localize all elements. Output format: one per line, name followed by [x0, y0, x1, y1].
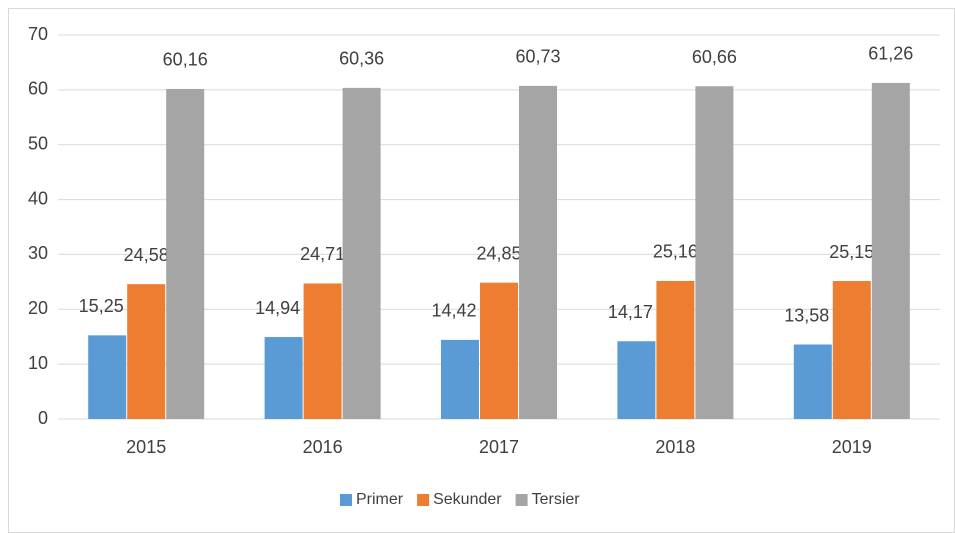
x-tick-label: 2018 — [655, 437, 695, 457]
chart-frame — [8, 8, 955, 533]
data-label: 61,26 — [868, 44, 913, 64]
data-label: 60,36 — [339, 49, 384, 69]
y-tick-label: 30 — [28, 243, 48, 263]
x-tick-label: 2015 — [126, 437, 166, 457]
data-label: 24,58 — [124, 245, 169, 265]
bar — [656, 280, 695, 419]
legend-label: Tersier — [532, 491, 581, 508]
data-label: 25,15 — [829, 242, 874, 262]
data-label: 60,73 — [515, 47, 560, 67]
data-label: 13,58 — [784, 305, 829, 325]
y-tick-label: 50 — [28, 133, 48, 153]
data-label: 14,42 — [431, 301, 476, 321]
legend-swatch — [417, 494, 430, 506]
y-tick-label: 20 — [28, 298, 48, 318]
data-label: 25,16 — [653, 242, 698, 262]
bar — [264, 337, 303, 419]
legend-label: Primer — [356, 491, 404, 508]
data-label: 60,66 — [692, 47, 737, 67]
bar — [617, 341, 656, 419]
data-label: 24,85 — [476, 243, 521, 263]
data-label: 60,16 — [163, 50, 208, 70]
x-tick-label: 2019 — [832, 437, 872, 457]
bar — [480, 282, 518, 419]
legend-swatch — [515, 494, 528, 506]
bar — [793, 344, 832, 419]
x-tick-label: 2016 — [303, 437, 343, 457]
data-label: 15,25 — [79, 296, 124, 316]
data-label: 14,17 — [608, 302, 653, 322]
bar — [695, 86, 734, 419]
y-tick-label: 70 — [28, 24, 48, 44]
bar — [441, 339, 479, 419]
bar — [519, 85, 557, 419]
y-tick-label: 40 — [28, 188, 48, 208]
bar — [303, 283, 342, 419]
data-label: 24,71 — [300, 244, 345, 264]
bar — [166, 88, 205, 419]
y-tick-label: 60 — [28, 79, 48, 99]
y-tick-label: 10 — [28, 353, 48, 373]
bar — [832, 281, 871, 419]
data-label: 14,94 — [255, 298, 300, 318]
legend-label: Sekunder — [433, 491, 502, 508]
x-tick-label: 2017 — [479, 437, 519, 457]
bar — [871, 82, 910, 420]
legend-swatch — [340, 494, 352, 506]
bar — [342, 87, 381, 419]
y-tick-label: 0 — [38, 408, 48, 428]
bar — [127, 284, 166, 419]
bar — [88, 335, 127, 419]
